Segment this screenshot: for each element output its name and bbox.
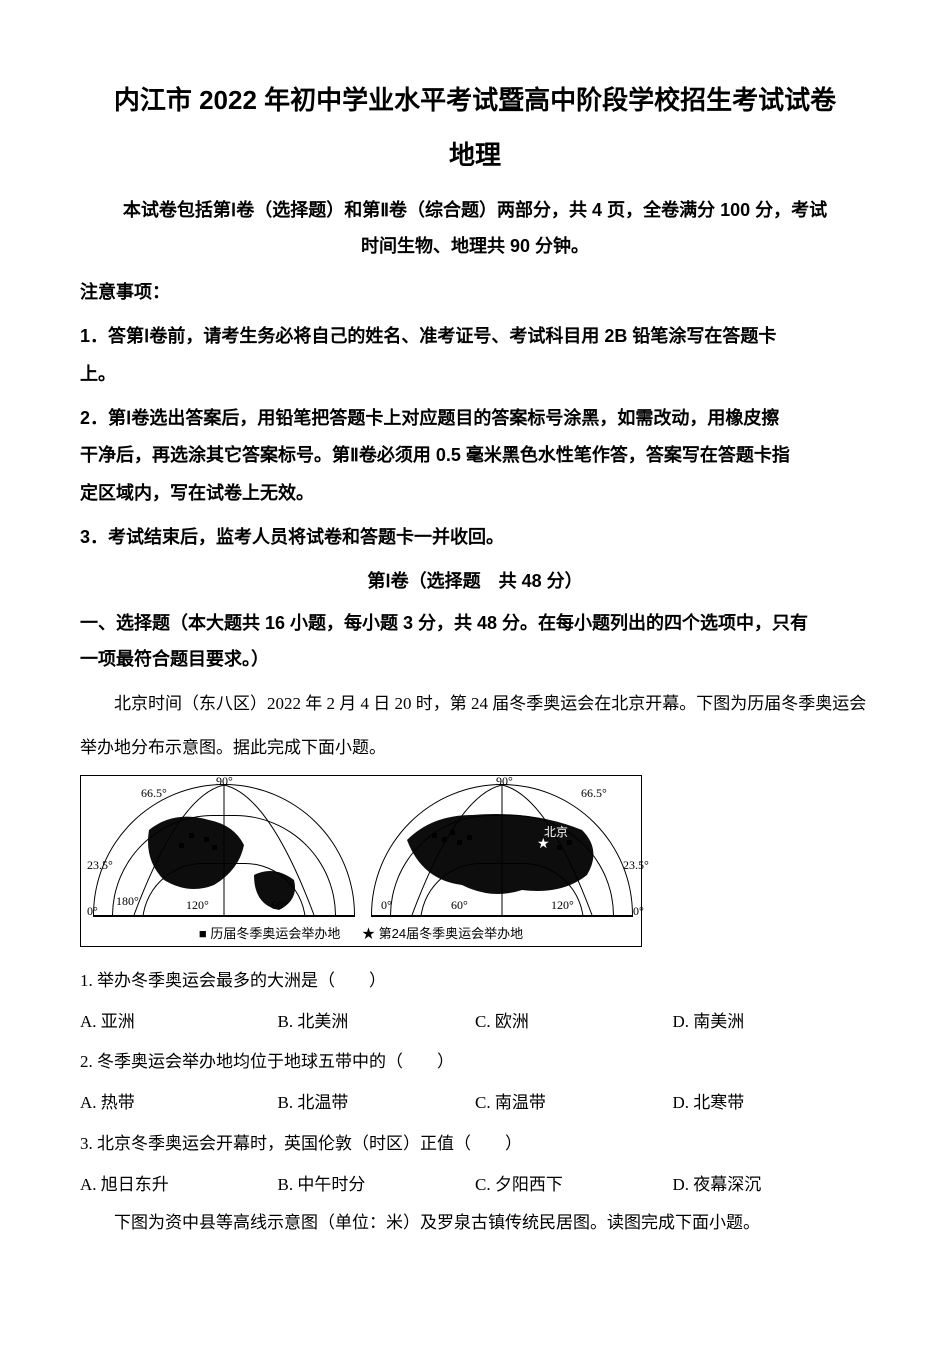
- q1-opt-b: B. 北美洲: [278, 1002, 476, 1043]
- lon-180-left: 180°: [116, 894, 139, 909]
- notice-2a: 2．第Ⅰ卷选出答案后，用铅笔把答题卡上对应题目的答案标号涂黑，如需改动，用橡皮擦: [80, 408, 779, 428]
- q1-options: A. 亚洲 B. 北美洲 C. 欧洲 D. 南美洲: [80, 1002, 870, 1043]
- east-hemisphere: ★ 北京: [371, 784, 633, 917]
- lon-60-right: 60°: [451, 898, 468, 913]
- passage-2: 下图为资中县等高线示意图（单位：米）及罗泉古镇传统民居图。读图完成下面小题。: [80, 1206, 870, 1240]
- passage-1b: 举办地分布示意图。据此完成下面小题。: [80, 738, 386, 757]
- q2-opt-c: C. 南温带: [475, 1083, 673, 1124]
- q2-text: 2. 冬季奥运会举办地均位于地球五带中的（ ）: [80, 1042, 870, 1083]
- notice-2b: 干净后，再选涂其它答案标号。第Ⅱ卷必须用 0.5 毫米黑色水性笔作答，答案写在答…: [80, 445, 790, 465]
- section-desc-a: 一、选择题（本大题共 16 小题，每小题 3 分，共 48 分。在每小题列出的四…: [80, 613, 808, 633]
- q3-options: A. 旭日东升 B. 中午时分 C. 夕阳西下 D. 夜幕深沉: [80, 1165, 870, 1206]
- lat-23-left-l: 23.5°: [87, 858, 113, 873]
- passage-1: 北京时间（东八区）2022 年 2 月 4 日 20 时，第 24 届冬季奥运会…: [80, 687, 870, 721]
- q1-text: 1. 举办冬季奥运会最多的大洲是（ ）: [80, 961, 870, 1002]
- q2-opt-b: B. 北温带: [278, 1083, 476, 1124]
- legend-prev: ■ 历届冬季奥运会举办地: [199, 926, 340, 941]
- q3-opt-c: C. 夕阳西下: [475, 1165, 673, 1206]
- q3-opt-a: A. 旭日东升: [80, 1165, 278, 1206]
- q3-text: 3. 北京冬季奥运会开幕时，英国伦敦（时区）正值（ ）: [80, 1124, 870, 1165]
- beijing-label: 北京: [544, 823, 568, 840]
- notice-heading: 注意事项：: [80, 278, 870, 304]
- notice-1a: 1．答第Ⅰ卷前，请考生务必将自己的姓名、准考证号、考试科目用 2B 铅笔涂写在答…: [80, 326, 776, 346]
- map-figure-inner: ★ 北京 23.5° 0° 66.5° 180° 120° 60° 90° 23…: [81, 776, 641, 946]
- section-1-desc: 一、选择题（本大题共 16 小题，每小题 3 分，共 48 分。在每小题列出的四…: [80, 605, 870, 677]
- figure-legend: ■ 历届冬季奥运会举办地 ★ 第24届冬季奥运会举办地: [81, 923, 641, 942]
- lon-60-left: 60°: [271, 898, 288, 913]
- title-main: 内江市 2022 年初中学业水平考试暨高中阶段学校招生考试试卷: [80, 80, 870, 117]
- notice-1b: 上。: [80, 364, 116, 384]
- lon-120-left: 120°: [186, 898, 209, 913]
- title-subject: 地理: [80, 135, 870, 172]
- intro-block: 本试卷包括第Ⅰ卷（选择题）和第Ⅱ卷（综合题）两部分，共 4 页，全卷满分 100…: [80, 192, 870, 264]
- q3-opt-d: D. 夜幕深沉: [673, 1165, 871, 1206]
- lat-66-left: 66.5°: [141, 786, 167, 801]
- lat-0-left-l: 0°: [87, 904, 98, 919]
- intro-line-2: 时间生物、地理共 90 分钟。: [361, 236, 589, 256]
- passage-1a: 北京时间（东八区）2022 年 2 月 4 日 20 时，第 24 届冬季奥运会…: [114, 694, 866, 713]
- notice-3: 3．考试结束后，监考人员将试卷和答题卡一并收回。: [80, 519, 870, 557]
- legend-24: ★ 第24届冬季奥运会举办地: [362, 926, 523, 941]
- lat-0-right-r: 0°: [633, 904, 644, 919]
- section-1-title: 第Ⅰ卷（选择题 共 48 分）: [80, 567, 870, 593]
- intro-line-1: 本试卷包括第Ⅰ卷（选择题）和第Ⅱ卷（综合题）两部分，共 4 页，全卷满分 100…: [123, 200, 827, 220]
- section-desc-b: 一项最符合题目要求。）: [80, 649, 269, 669]
- lon-90-left: 90°: [216, 774, 233, 789]
- q1-opt-c: C. 欧洲: [475, 1002, 673, 1043]
- q2-opt-a: A. 热带: [80, 1083, 278, 1124]
- lon-90-right: 90°: [496, 774, 513, 789]
- exam-page: 内江市 2022 年初中学业水平考试暨高中阶段学校招生考试试卷 地理 本试卷包括…: [0, 0, 950, 1310]
- notice-1: 1．答第Ⅰ卷前，请考生务必将自己的姓名、准考证号、考试科目用 2B 铅笔涂写在答…: [80, 318, 870, 394]
- q2-opt-d: D. 北寒带: [673, 1083, 871, 1124]
- q2-options: A. 热带 B. 北温带 C. 南温带 D. 北寒带: [80, 1083, 870, 1124]
- passage-1b-wrap: 举办地分布示意图。据此完成下面小题。: [80, 731, 870, 765]
- map-figure: ★ 北京 23.5° 0° 66.5° 180° 120° 60° 90° 23…: [80, 775, 642, 947]
- q1-opt-d: D. 南美洲: [673, 1002, 871, 1043]
- q3-opt-b: B. 中午时分: [278, 1165, 476, 1206]
- meridians-right: ★: [372, 785, 632, 915]
- notice-2: 2．第Ⅰ卷选出答案后，用铅笔把答题卡上对应题目的答案标号涂黑，如需改动，用橡皮擦…: [80, 400, 870, 513]
- lon-120-right: 120°: [551, 898, 574, 913]
- q1-opt-a: A. 亚洲: [80, 1002, 278, 1043]
- lat-66-right: 66.5°: [581, 786, 607, 801]
- lon-0-right: 0°: [381, 898, 392, 913]
- notice-2c: 定区域内，写在试卷上无效。: [80, 483, 314, 503]
- lat-23-right-r: 23.5°: [623, 858, 649, 873]
